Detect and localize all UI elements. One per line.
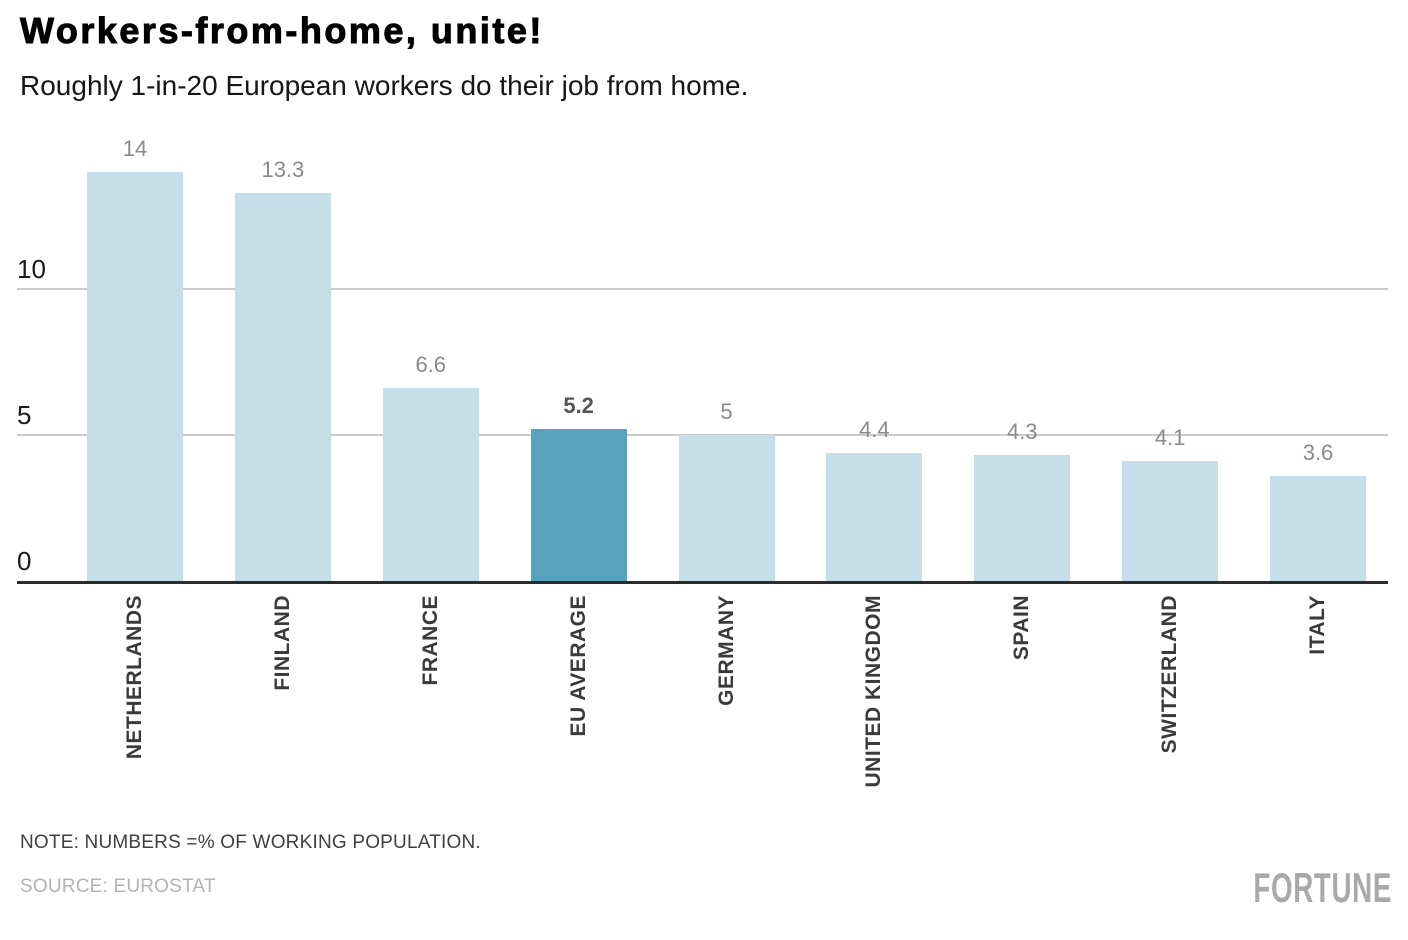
x-axis-label-eu-average: EU AVERAGE [566, 595, 590, 737]
bar-germany [678, 435, 775, 581]
chart-subtitle: Roughly 1-in-20 European workers do thei… [20, 70, 749, 101]
bar-netherlands [87, 172, 183, 581]
x-axis-label-spain: SPAIN [1010, 595, 1034, 661]
x-axis-label-finland: FINLAND [270, 595, 294, 691]
note-text: NOTE: NUMBERS =% OF WORKING POPULATION. [20, 832, 481, 853]
x-axis-label-italy: ITALY [1306, 595, 1329, 655]
value-label-germany: 5 [720, 399, 733, 424]
value-label-united-kingdom: 4.4 [859, 417, 890, 442]
bar-switzerland [1122, 461, 1219, 581]
gridline-10 [17, 288, 1388, 290]
chart-title: Workers-from-home, unite! [20, 10, 544, 52]
x-axis-label-switzerland: SWITZERLAND [1158, 595, 1182, 754]
bar-united-kingdom [826, 453, 923, 581]
y-tick-label-0: 0 [17, 546, 32, 576]
bar-spain [974, 455, 1071, 581]
value-label-italy: 3.6 [1302, 440, 1334, 465]
value-label-eu-average: 5.2 [563, 393, 594, 418]
bar-finland [234, 193, 331, 581]
x-axis-line [17, 581, 1388, 584]
x-axis-label-united-kingdom: UNITED KINGDOM [862, 595, 886, 788]
value-label-spain: 4.3 [1006, 419, 1038, 444]
value-label-france: 6.6 [415, 352, 447, 377]
bar-eu-average [530, 429, 627, 581]
fortune-logo: FORTUNE [1253, 864, 1392, 911]
x-axis-label-germany: GERMANY [714, 595, 738, 706]
bar-france [382, 388, 479, 581]
x-axis-label-france: FRANCE [418, 595, 442, 686]
y-tick-label-10: 10 [17, 254, 46, 284]
source-text: SOURCE: EUROSTAT [20, 876, 216, 897]
value-label-netherlands: 14 [122, 136, 148, 161]
value-label-finland: 13.3 [261, 157, 305, 182]
value-label-switzerland: 4.1 [1154, 425, 1186, 450]
y-tick-label-5: 5 [17, 400, 32, 430]
x-axis-label-netherlands: NETHERLANDS [123, 595, 146, 760]
bar-italy [1270, 476, 1366, 581]
